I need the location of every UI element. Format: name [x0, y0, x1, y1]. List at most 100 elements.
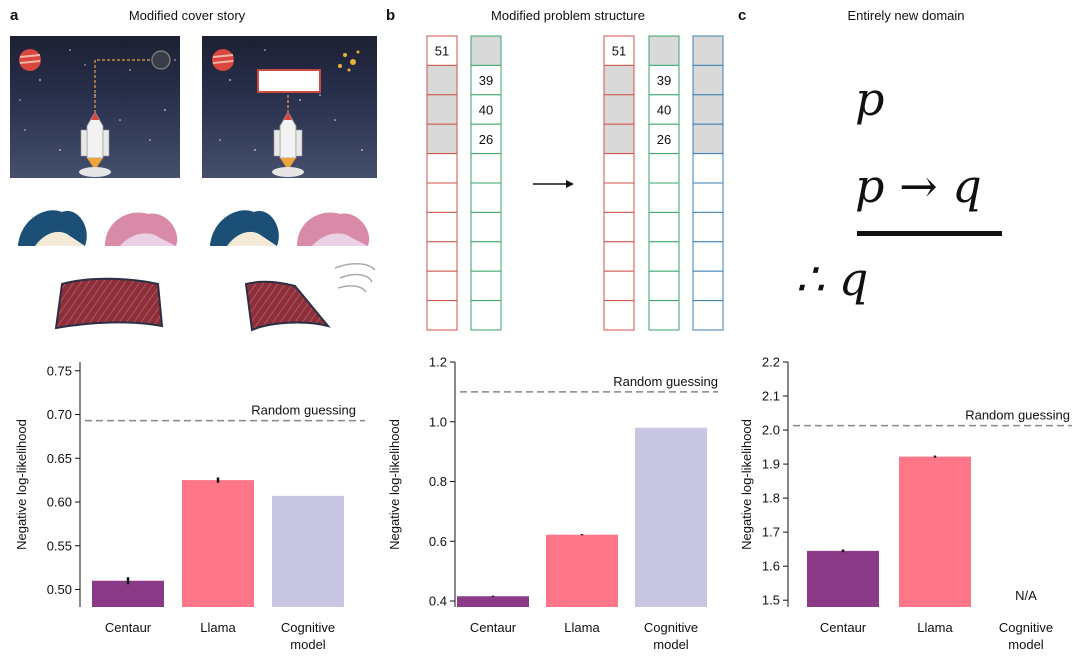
grid-cell	[426, 270, 458, 302]
x-category-label: Llama	[917, 620, 953, 635]
grid-cell	[692, 300, 724, 331]
pink-shell-icon	[105, 212, 178, 246]
grid-cell	[470, 35, 502, 66]
bar-centaur	[807, 550, 879, 607]
grid-cell	[692, 241, 724, 272]
x-category-label: Centaur	[470, 620, 517, 635]
chart-a: 0.50 0.55 0.60 0.65 0.70 0.75 Negative log-lik…	[14, 362, 365, 652]
grid-cell-number: 39	[657, 73, 671, 88]
grid-cell	[692, 123, 724, 155]
grid-cell	[603, 182, 635, 213]
asteroid-cluster-icon	[338, 50, 360, 72]
bar-cognitive	[272, 495, 344, 607]
random-guessing-label: Random guessing	[965, 408, 1070, 423]
inference-line	[857, 231, 1002, 236]
y-tick-label: 1.2	[429, 355, 447, 370]
grid-cell	[648, 153, 680, 184]
grid-cell	[692, 94, 724, 125]
grid-cell-number: 51	[612, 44, 626, 59]
bar-llama	[899, 456, 971, 607]
y-tick-label: 0.70	[47, 407, 72, 422]
grid-cell	[648, 94, 680, 125]
x-category-label: Cognitive model	[281, 620, 335, 652]
logic-syllogism: p p → q ∴ q	[795, 72, 1002, 306]
y-tick-label: 1.7	[762, 525, 780, 540]
y-tick-label: 1.8	[762, 491, 780, 506]
grid-cell	[426, 182, 458, 213]
y-tick-label: 1.0	[429, 414, 447, 429]
bar-cognitive	[635, 427, 707, 607]
grid-cell-number: 40	[479, 103, 493, 118]
grid-cell	[470, 123, 502, 155]
grid-cell	[603, 64, 635, 96]
panel-a-label: a	[10, 7, 19, 24]
y-tick-label: 0.55	[47, 538, 72, 553]
grid-cell	[603, 270, 635, 302]
y-tick-label: 0.65	[47, 451, 72, 466]
grid-cell	[692, 182, 724, 213]
flying-carpet-icon	[54, 277, 164, 330]
pink-shell-icon	[297, 212, 370, 246]
wind-icon	[334, 263, 376, 293]
panel-a-title: Modified cover story	[129, 8, 246, 23]
grid-cell	[648, 211, 680, 243]
grid-cell	[426, 300, 458, 331]
grid-cell	[692, 270, 724, 302]
y-tick-label: 1.6	[762, 559, 780, 574]
logic-conclusion: ∴ q	[795, 252, 868, 306]
grid-cell	[692, 153, 724, 184]
grid-cell	[603, 94, 635, 125]
bar-centaur	[92, 580, 164, 607]
grid-cell	[603, 153, 635, 184]
grid-cell	[426, 123, 458, 155]
grid-cell	[470, 153, 502, 184]
y-tick-label: 1.9	[762, 457, 780, 472]
flying-carpet-icon	[244, 280, 331, 332]
grid-cell-number: 26	[479, 132, 493, 147]
panel-c-label: c	[738, 7, 746, 24]
y-tick-label: 2.0	[762, 423, 780, 438]
grid-cell-number: 40	[657, 103, 671, 118]
x-category-label: Llama	[564, 620, 600, 635]
random-guessing-label: Random guessing	[613, 374, 718, 389]
blue-shell-icon	[210, 210, 279, 246]
na-label: N/A	[1015, 588, 1037, 603]
grid-cell-number: 39	[479, 73, 493, 88]
y-tick-label: 2.1	[762, 389, 780, 404]
red-planet-icon	[19, 49, 41, 71]
grid-cell	[648, 35, 680, 66]
grid-cell	[470, 241, 502, 272]
grid-cell	[648, 270, 680, 302]
grid-cell	[470, 94, 502, 125]
y-axis-label: Negative log-likelihood	[739, 419, 754, 550]
rocket-icon	[79, 111, 111, 177]
rocket-icon	[272, 111, 304, 177]
grid-cell	[426, 35, 458, 66]
random-guessing-label: Random guessing	[251, 403, 356, 418]
y-tick-label: 0.75	[47, 363, 72, 378]
grid-cell	[470, 182, 502, 213]
grid-cell	[648, 182, 680, 213]
logic-premise-1: p	[855, 72, 884, 126]
grid-cell	[603, 211, 635, 243]
y-tick-label: 0.50	[47, 582, 72, 597]
y-tick-label: 1.5	[762, 593, 780, 608]
space-scene-original	[10, 36, 180, 178]
grid-cell-number: 26	[657, 132, 671, 147]
gray-planet-icon	[151, 50, 171, 70]
y-axis-label: Negative log-likelihood	[387, 419, 402, 550]
x-category-label: Cognitive model	[644, 620, 698, 652]
panel-c-title: Entirely new domain	[847, 8, 964, 23]
grid-cell	[648, 241, 680, 272]
y-tick-label: 0.60	[47, 495, 72, 510]
grid-cell	[648, 123, 680, 155]
grid-cell	[603, 241, 635, 272]
grid-cell	[692, 64, 724, 96]
y-tick-label: 2.2	[762, 355, 780, 370]
grid-illustration: 51 39 40 26 51 39 40 26	[426, 35, 724, 331]
grid-cell	[426, 94, 458, 125]
grid-cell	[426, 211, 458, 243]
grid-cell	[426, 64, 458, 96]
logic-premise-2: p → q	[855, 159, 982, 213]
